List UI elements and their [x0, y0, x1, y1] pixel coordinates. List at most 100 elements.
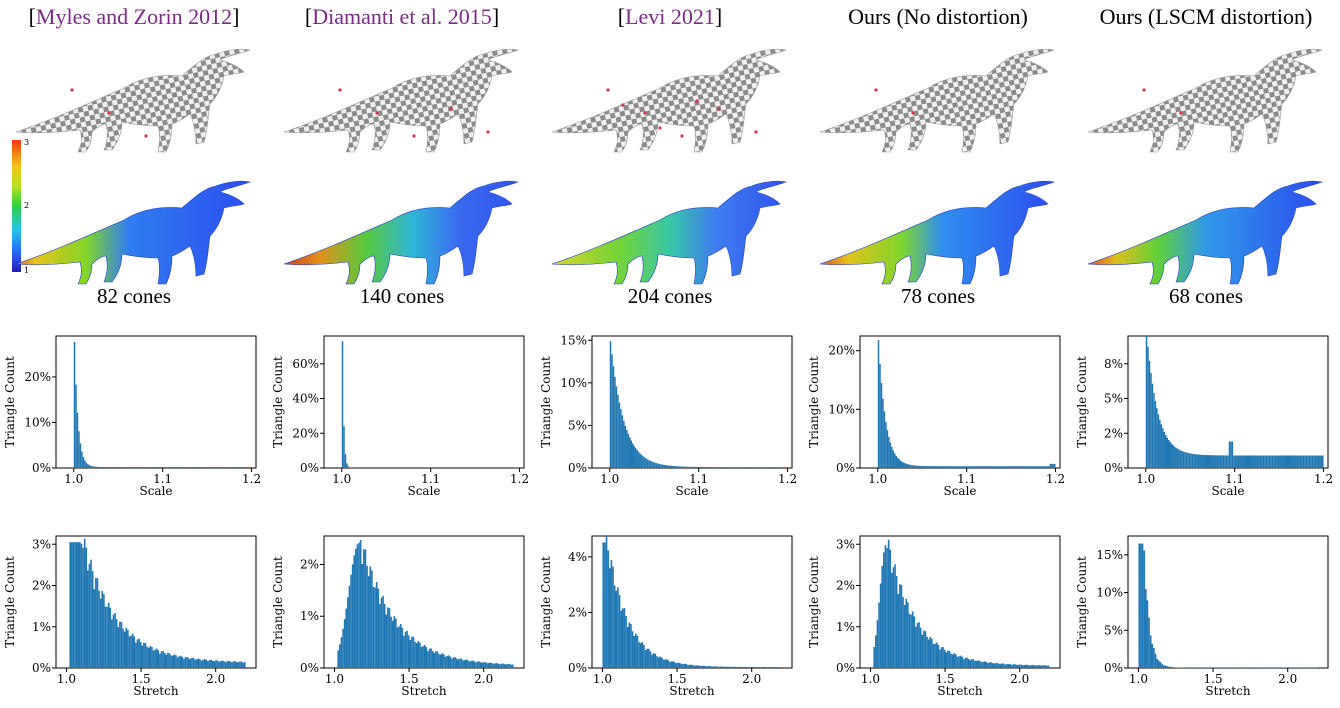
distortion-mesh	[16, 181, 250, 284]
histogram-bar	[111, 467, 112, 468]
y-axis-label: Triangle Count	[539, 556, 553, 648]
histogram-bar	[947, 466, 948, 468]
histogram-bar	[611, 354, 612, 468]
histogram-bar	[499, 664, 501, 668]
histogram-bar	[238, 662, 240, 668]
histogram-bar	[746, 467, 747, 468]
histogram-bar	[699, 666, 701, 668]
histogram-bar	[133, 636, 135, 668]
x-axis-label: Stretch	[937, 684, 982, 698]
histogram-bar	[1033, 466, 1034, 468]
histogram-bar	[1310, 455, 1311, 468]
histogram-bar	[475, 662, 477, 668]
histogram-bar	[1298, 455, 1299, 468]
histogram-bar	[749, 667, 751, 668]
histogram-bar	[1261, 455, 1262, 468]
histogram-bar	[644, 457, 645, 468]
histogram-bar	[430, 648, 432, 668]
histogram-bar	[733, 467, 734, 468]
histogram-bar	[668, 660, 670, 668]
histogram-bar	[776, 467, 777, 468]
histogram-bar	[636, 450, 637, 468]
histogram-bar	[506, 664, 508, 668]
histogram-bar	[83, 457, 84, 468]
histogram-bar	[1047, 466, 1048, 468]
histogram-bar	[231, 467, 232, 468]
histogram-bar	[998, 466, 999, 468]
citation-link[interactable]: Levi 2021	[625, 4, 715, 29]
histogram-bar	[1258, 455, 1259, 468]
histogram-bar	[976, 466, 977, 468]
histogram-bar	[1036, 466, 1037, 468]
histogram-bar	[491, 663, 493, 668]
histogram-bar	[729, 667, 731, 668]
histogram-bar	[92, 466, 93, 468]
histogram-bar	[1226, 455, 1227, 468]
histogram-bar	[673, 466, 674, 468]
histogram-bar	[611, 560, 613, 668]
histogram-bar	[650, 461, 651, 468]
histogram-bar	[1272, 455, 1273, 468]
histogram-bar	[937, 645, 939, 668]
histogram-bar	[1195, 454, 1196, 468]
histogram-bar	[685, 664, 687, 668]
histogram-bar	[1013, 466, 1014, 468]
histogram-bar	[656, 463, 657, 468]
histogram-bar	[106, 607, 108, 668]
histogram-bar	[888, 540, 890, 668]
histogram-bar	[973, 659, 975, 668]
histogram-bar	[1263, 455, 1264, 468]
histogram-bar	[160, 467, 161, 468]
histogram-bar	[366, 566, 368, 668]
histogram-bar	[167, 653, 169, 668]
histogram-bar	[731, 667, 733, 668]
histogram-bar	[1180, 450, 1181, 468]
histogram-bar	[363, 549, 365, 668]
histogram-bar	[921, 466, 922, 468]
histogram-bar	[223, 467, 224, 468]
histogram-bar	[231, 662, 233, 668]
histogram-bar	[1011, 466, 1012, 468]
method-title: [Levi 2021]	[536, 4, 804, 30]
histogram-bar	[1239, 455, 1240, 468]
citation-link[interactable]: Myles and Zorin 2012	[36, 4, 232, 29]
histogram-bar	[77, 413, 78, 468]
histogram-bar	[913, 465, 914, 468]
histogram-bar	[226, 467, 227, 468]
y-tick-label: 2%	[300, 557, 319, 571]
histogram-bar	[1161, 424, 1162, 468]
histogram-bar	[146, 467, 147, 468]
histogram-bar	[669, 466, 670, 468]
histogram-bar	[912, 465, 913, 468]
histogram-bar	[1285, 455, 1286, 468]
histogram-bar	[1038, 466, 1039, 468]
histogram-bar	[414, 642, 416, 668]
citation-link[interactable]: Diamanti et al. 2015	[312, 4, 492, 29]
histogram-bar	[899, 459, 900, 468]
histogram-bar	[1037, 665, 1039, 668]
histogram-bar	[123, 467, 124, 468]
histogram-bar	[941, 647, 943, 668]
histogram-bar	[195, 467, 196, 468]
histogram-bar	[196, 659, 198, 668]
histogram-bar	[482, 663, 484, 668]
y-tick-label: 20%	[24, 370, 51, 384]
histogram-bar	[1021, 466, 1022, 468]
histogram-bar	[199, 659, 201, 668]
histogram-bar	[137, 467, 138, 468]
x-tick-label: 1.0	[325, 672, 344, 686]
histogram-bar	[995, 466, 996, 468]
y-tick-label: 3%	[836, 537, 855, 551]
histogram-bar	[727, 467, 728, 468]
histogram-bar	[924, 466, 925, 468]
histogram-bar	[135, 467, 136, 468]
histogram-bar	[244, 662, 246, 668]
histogram-bar	[161, 467, 162, 468]
histogram-bar	[888, 437, 889, 468]
histogram-bar	[1201, 455, 1202, 468]
histogram-bar	[931, 639, 933, 668]
